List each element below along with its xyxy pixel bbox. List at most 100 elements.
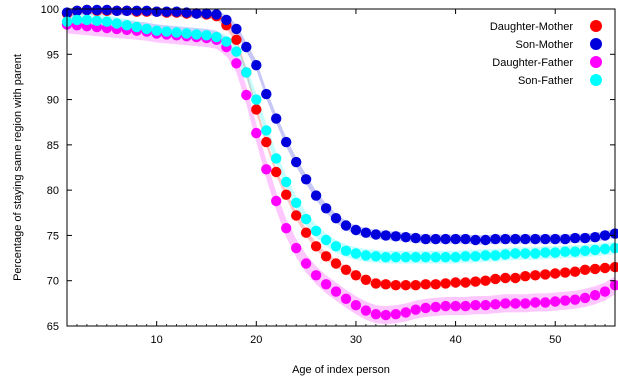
point [171, 6, 182, 17]
point [300, 258, 312, 269]
point [550, 233, 561, 245]
point [609, 280, 618, 291]
point [390, 280, 401, 291]
point [560, 233, 571, 245]
point [390, 252, 401, 263]
point [560, 295, 571, 306]
point [121, 20, 132, 31]
point [430, 233, 441, 245]
point [241, 89, 252, 101]
legend: Daughter-Mother Son-Mother Daughter-Father… [490, 20, 602, 87]
x-tick-label: 20 [250, 334, 262, 346]
point [579, 264, 591, 275]
point [360, 305, 372, 316]
point [121, 5, 132, 16]
point [370, 278, 382, 289]
point [380, 309, 391, 321]
point [589, 244, 601, 256]
point [530, 233, 541, 245]
point [181, 28, 192, 39]
legend-marker [590, 20, 602, 32]
point [251, 127, 262, 139]
point [151, 25, 162, 36]
point [569, 294, 581, 305]
point [380, 230, 391, 241]
point [420, 252, 431, 263]
band-daughter-father [67, 15, 615, 325]
legend-marker [590, 74, 602, 86]
y-tick-label: 85 [47, 140, 59, 152]
y-axis-label: Percentage of staying same region with p… [12, 54, 24, 281]
y-tick-label: 95 [47, 49, 59, 61]
point [400, 307, 411, 318]
confidence-bands [67, 9, 615, 325]
point [201, 30, 212, 41]
point [440, 233, 451, 245]
point [410, 280, 421, 291]
point [271, 153, 282, 164]
point [530, 248, 541, 259]
point [71, 5, 83, 16]
point [330, 213, 342, 224]
point [141, 5, 152, 16]
point [360, 250, 372, 261]
y-tick-label: 70 [47, 276, 59, 288]
point [111, 18, 123, 29]
x-tick-label: 30 [350, 334, 362, 346]
point [261, 88, 272, 100]
data-points [61, 4, 618, 321]
point [450, 277, 461, 288]
point [420, 302, 431, 314]
point [241, 67, 252, 78]
point [141, 23, 152, 35]
series-son-father [61, 14, 618, 263]
point [71, 14, 83, 26]
point [550, 268, 561, 279]
point [609, 242, 618, 254]
point [310, 190, 322, 201]
point [410, 232, 421, 244]
point [91, 15, 103, 26]
point [579, 232, 591, 244]
point [440, 300, 451, 312]
point [350, 300, 362, 311]
point [450, 252, 461, 263]
point [231, 34, 242, 45]
point [490, 299, 501, 310]
point [550, 247, 561, 258]
point [609, 228, 618, 239]
point [231, 23, 242, 35]
point [540, 247, 551, 258]
point [410, 304, 421, 315]
point [579, 292, 591, 304]
point [171, 27, 182, 38]
point [470, 234, 481, 246]
legend-marker [590, 56, 602, 68]
point [221, 36, 232, 47]
point [370, 309, 382, 320]
plot-frame [66, 8, 616, 327]
point [520, 298, 531, 309]
point [310, 225, 322, 237]
series-son-mother [61, 4, 618, 246]
point [460, 251, 471, 262]
point [520, 233, 531, 245]
point [599, 262, 611, 274]
point [470, 300, 481, 311]
point [231, 46, 242, 57]
point [131, 5, 142, 16]
point [271, 113, 282, 124]
point [550, 296, 561, 307]
point [291, 210, 302, 221]
point [300, 213, 312, 225]
point [221, 14, 232, 26]
point [281, 176, 292, 188]
point [310, 270, 322, 281]
point [281, 136, 292, 148]
point [281, 189, 292, 200]
point [320, 279, 332, 290]
x-tick-label: 40 [449, 334, 461, 346]
point [181, 7, 192, 18]
point [320, 203, 332, 214]
